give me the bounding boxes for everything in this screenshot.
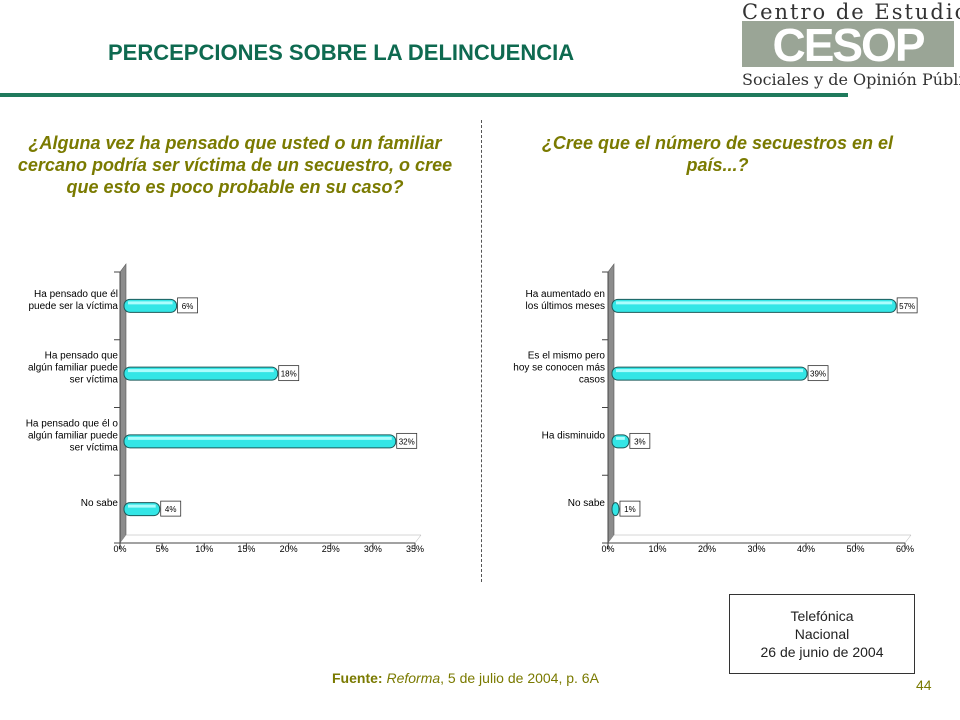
data-label: 57% bbox=[899, 302, 915, 311]
survey-note: Telefónica Nacional 26 de junio de 2004 bbox=[729, 594, 915, 674]
bar-highlight bbox=[128, 369, 274, 373]
question-left: ¿Alguna vez ha pensado que usted o un fa… bbox=[17, 133, 453, 197]
category-label: No sabe bbox=[81, 498, 119, 509]
data-label: 1% bbox=[624, 505, 636, 514]
bar bbox=[611, 366, 808, 381]
category-label: Ha pensado que él o bbox=[26, 418, 119, 429]
bar-highlight bbox=[616, 369, 804, 373]
title-rule bbox=[0, 93, 848, 97]
data-label-box bbox=[160, 500, 182, 517]
slide-title: PERCEPCIONES SOBRE LA DELINCUENCIA bbox=[108, 40, 575, 65]
logo-top-text: Centro de Estudios bbox=[742, 0, 960, 24]
bar bbox=[611, 298, 897, 313]
x-tick-label: 20% bbox=[280, 544, 298, 554]
chart-left: 0% 5% 10% 15% 20% 25% 30% 35% 6% Ha pensado que é… bbox=[26, 263, 424, 554]
x-tick-label: 60% bbox=[896, 544, 914, 554]
x-tick-label: 10% bbox=[648, 544, 666, 554]
cesop-logo: Centro de Estudios CESOP Sociales y de O… bbox=[736, 0, 960, 98]
category-label: casos bbox=[579, 375, 605, 386]
category-label: Ha aumentado en bbox=[525, 289, 605, 300]
bar-highlight bbox=[616, 301, 893, 305]
data-label: 4% bbox=[165, 505, 177, 514]
data-label-box bbox=[278, 365, 300, 382]
category-label: Ha disminuido bbox=[542, 430, 606, 441]
column-divider bbox=[481, 120, 482, 582]
chart-right: 0% 10% 20% 30% 40% 50% 60% 57% Ha aumentado enlo… bbox=[513, 263, 918, 554]
category-label: algún familiar puede bbox=[28, 430, 118, 441]
bar-highlight bbox=[616, 436, 625, 440]
bar-highlight bbox=[128, 436, 392, 440]
x-tick-label: 10% bbox=[195, 544, 213, 554]
x-tick-label: 25% bbox=[322, 544, 340, 554]
logo-mark: CESOP bbox=[742, 21, 954, 67]
note-line-1: Telefónica bbox=[790, 608, 854, 624]
data-label: 32% bbox=[399, 437, 415, 446]
x-tick-label: 35% bbox=[406, 544, 424, 554]
category-label: ser víctima bbox=[70, 442, 119, 453]
category-label: los últimos meses bbox=[526, 301, 605, 312]
note-line-2: Nacional bbox=[794, 626, 850, 642]
category-label: ser víctima bbox=[70, 375, 119, 386]
bar bbox=[611, 502, 620, 517]
x-tick-label: 40% bbox=[797, 544, 815, 554]
x-tick-label: 30% bbox=[364, 544, 382, 554]
logo-mark-text: CESOP bbox=[772, 21, 924, 67]
data-label-box bbox=[619, 500, 641, 517]
source-citation: Fuente: Reforma, 5 de julio de 2004, p. … bbox=[332, 670, 599, 686]
category-label: No sabe bbox=[568, 498, 606, 509]
category-label: Ha pensado que bbox=[45, 351, 119, 362]
category-label: puede ser la víctima bbox=[29, 301, 119, 312]
page-number: 44 bbox=[916, 677, 932, 693]
category-label: hoy se conocen más bbox=[513, 363, 605, 374]
data-label-box bbox=[396, 432, 418, 449]
data-label-box bbox=[629, 432, 651, 449]
x-tick-label: 0% bbox=[113, 544, 126, 554]
logo-bottom-text: Sociales y de Opinión Pública bbox=[742, 70, 960, 89]
x-tick-label: 5% bbox=[156, 544, 169, 554]
source-label: Fuente: bbox=[332, 670, 383, 686]
source-publication: Reforma bbox=[386, 670, 441, 686]
question-right: ¿Cree que el número de secuestros en el … bbox=[541, 133, 894, 175]
data-label-box bbox=[177, 297, 198, 314]
category-label: algún familiar puede bbox=[28, 363, 118, 374]
bar-highlight bbox=[128, 301, 173, 305]
data-label-box bbox=[807, 365, 829, 382]
x-tick-label: 50% bbox=[846, 544, 864, 554]
data-label: 18% bbox=[281, 370, 297, 379]
bar bbox=[611, 434, 630, 449]
chart-floor bbox=[607, 534, 912, 544]
x-tick-label: 20% bbox=[698, 544, 716, 554]
data-label: 6% bbox=[182, 302, 194, 311]
source-rest: , 5 de julio de 2004, p. 6A bbox=[440, 670, 599, 686]
note-line-3: 26 de junio de 2004 bbox=[760, 644, 884, 660]
data-label-box bbox=[896, 297, 918, 314]
category-label: Ha pensado que él bbox=[34, 289, 118, 300]
category-label: Es el mismo pero bbox=[528, 351, 606, 362]
x-tick-label: 0% bbox=[601, 544, 614, 554]
x-tick-label: 30% bbox=[747, 544, 765, 554]
data-label: 3% bbox=[634, 437, 646, 446]
x-tick-label: 15% bbox=[237, 544, 255, 554]
data-label: 39% bbox=[810, 370, 826, 379]
bar-highlight bbox=[128, 504, 156, 508]
